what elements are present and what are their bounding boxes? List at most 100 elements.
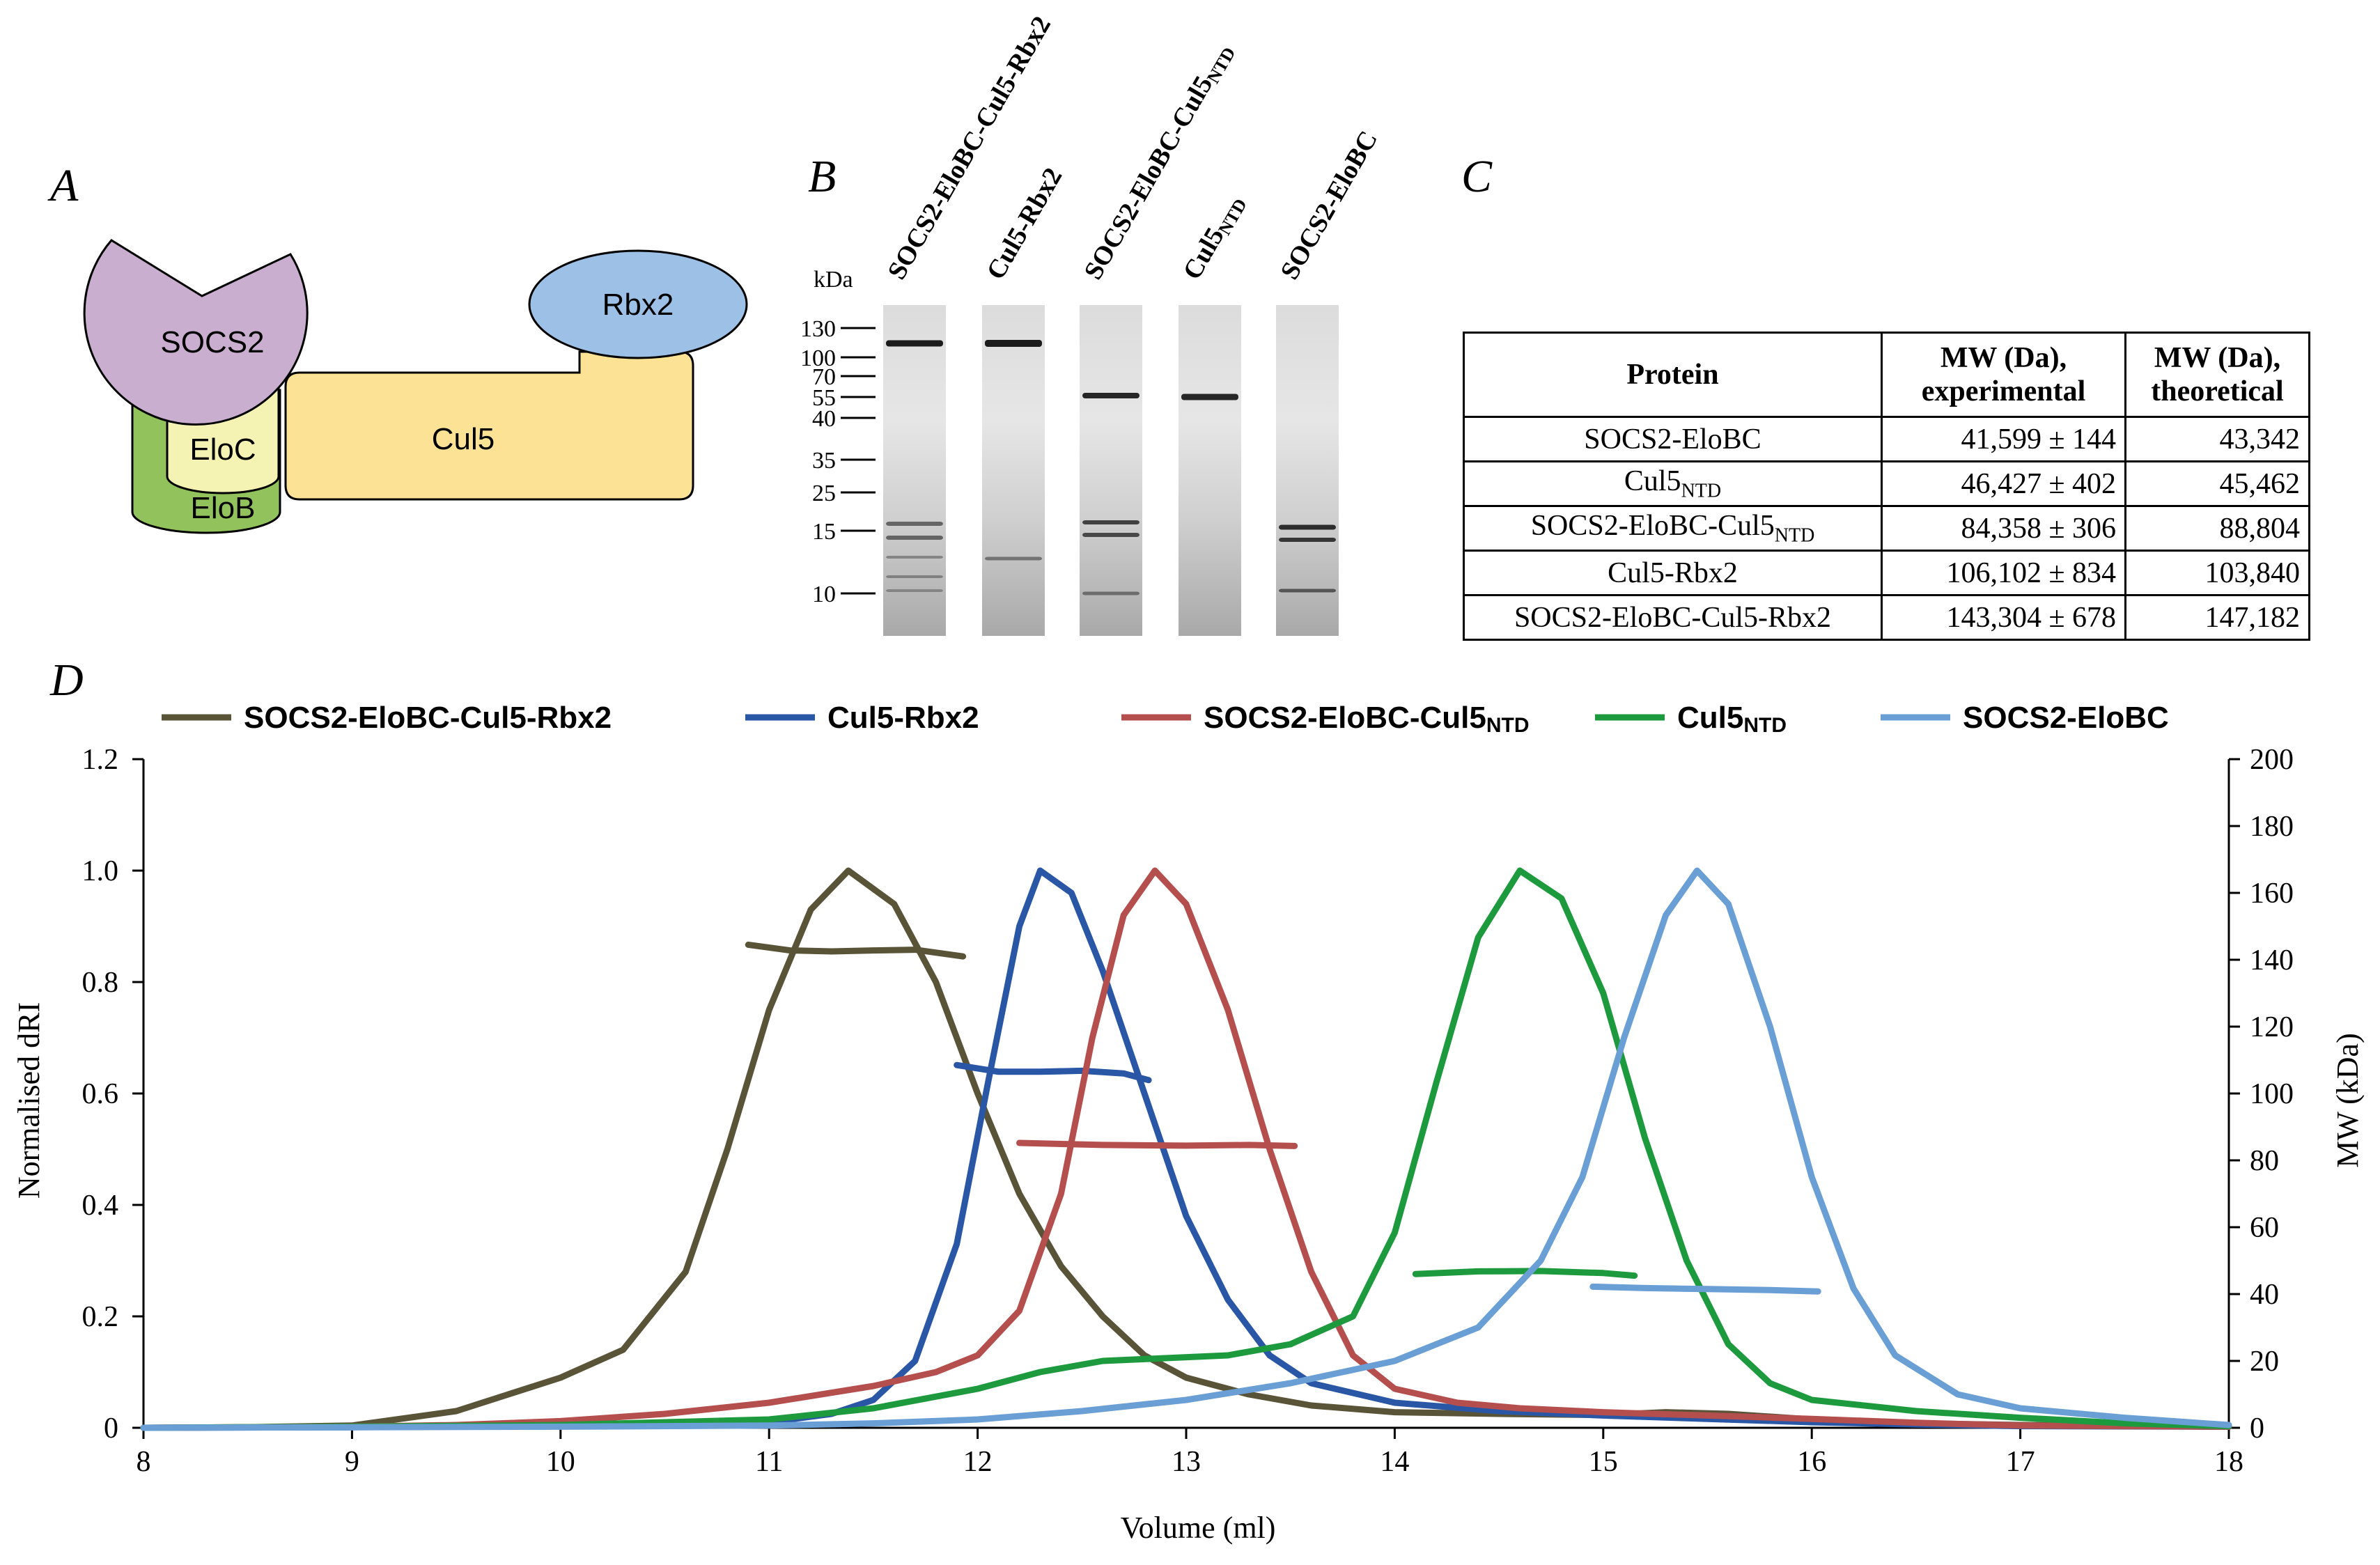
table-row: SOCS2-EloBC-Cul5NTD 84,358 ± 306 88,804 (1463, 505, 2310, 552)
chart-series-group (140, 867, 2232, 1431)
legend-item: Cul5-Rbx2 (745, 701, 979, 735)
gel-lane (883, 305, 946, 636)
x-tick-label: 16 (1797, 1446, 1826, 1478)
y2-tick-label: 0 (2250, 1412, 2264, 1445)
y2-tick-label: 60 (2250, 1212, 2279, 1244)
table-row: SOCS2-EloBC-Cul5-Rbx2 143,304 ± 678 147,18… (1463, 594, 2310, 641)
theoretical-mw-cell: 147,182 (2124, 594, 2310, 641)
legend-label: SOCS2-EloBC-Cul5NTD (1204, 701, 1529, 737)
gel-band (1279, 589, 1336, 593)
mw-trace (1589, 1283, 1821, 1295)
dri-trace (140, 867, 2232, 1431)
rbx2-shape (528, 249, 748, 359)
gel-lane (1179, 305, 1241, 636)
gel-band (1279, 524, 1336, 530)
marker-label: 10 (812, 582, 836, 607)
marker-label: 25 (812, 481, 836, 506)
gel-band (1082, 591, 1140, 595)
x-tick-label: 18 (2214, 1446, 2243, 1478)
complex-schematic: SOCS2 EloC EloB Cul5 Rbx2 (83, 239, 748, 534)
marker-label: 40 (812, 406, 836, 432)
experimental-mw-cell: 41,599 ± 144 (1881, 416, 2126, 462)
protein-cell: Cul5NTD (1463, 460, 1883, 507)
socs2-shape (83, 239, 309, 426)
table-row: Cul5NTD 46,427 ± 402 45,462 (1463, 460, 2310, 507)
legend-label: SOCS2-EloBC (1963, 701, 2169, 735)
marker-label: 70 (812, 364, 836, 390)
y2-tick-label: 180 (2250, 811, 2294, 843)
dri-trace (140, 867, 2232, 1431)
y-tick-label: 0.8 (82, 967, 119, 999)
panel-label-b: B (808, 151, 836, 202)
gel-band (886, 589, 943, 592)
y2-tick-label: 100 (2250, 1078, 2294, 1110)
y-axis-title: Normalised dRI (12, 1002, 46, 1199)
table-header-row: Protein MW (Da), experimental MW (Da), the… (1463, 332, 2310, 418)
chart-axes: 8 9 10 11 12 13 14 15 16 17 1800.20.40.60.81.01.20… (82, 744, 2294, 1478)
gel-band (886, 556, 943, 559)
theoretical-mw-cell: 43,342 (2124, 416, 2310, 462)
gel-lane-label: SOCS2-EloBC-Cul5-Rbx2 (882, 11, 1057, 284)
y-tick-label: 1.2 (82, 744, 119, 776)
experimental-mw-cell: 46,427 ± 402 (1881, 460, 2126, 507)
x-tick-label: 15 (1589, 1446, 1618, 1478)
y2-tick-label: 120 (2250, 1011, 2294, 1043)
dri-trace (140, 867, 2232, 1431)
protein-cell: SOCS2-EloBC-Cul5NTD (1463, 505, 1883, 552)
y2-tick-label: 200 (2250, 744, 2294, 776)
panel-label-c: C (1461, 151, 1493, 202)
gel-lane (982, 305, 1045, 636)
socs2-label: SOCS2 (160, 325, 264, 359)
cul5-shape (284, 350, 694, 501)
dri-trace (140, 867, 2232, 1431)
eloc-label: EloC (189, 433, 256, 467)
gel-band (886, 522, 943, 526)
gel-lane-label: Cul5-Rbx2 (981, 163, 1068, 285)
marker-label: 35 (812, 448, 836, 474)
experimental-mw-cell: 143,304 ± 678 (1881, 594, 2126, 641)
theoretical-mw-cell: 45,462 (2124, 460, 2310, 507)
table-row: Cul5-Rbx2 106,102 ± 834 103,840 (1463, 550, 2310, 596)
header-theoretical: MW (Da), theoretical (2124, 332, 2310, 418)
legend-item: SOCS2-EloBC-Cul5-Rbx2 (162, 701, 612, 735)
x-tick-label: 9 (345, 1446, 359, 1478)
gel-band (886, 536, 943, 540)
y2-tick-label: 80 (2250, 1145, 2279, 1177)
protein-cell: SOCS2-EloBC-Cul5-Rbx2 (1463, 594, 1883, 641)
marker-label: 15 (812, 519, 836, 545)
x-tick-label: 10 (546, 1446, 575, 1478)
gel-band (1082, 393, 1140, 398)
y2-tick-label: 140 (2250, 944, 2294, 976)
protein-cell: Cul5-Rbx2 (1463, 550, 1883, 596)
gel-lane (1080, 305, 1142, 636)
experimental-mw-cell: 106,102 ± 834 (1881, 550, 2126, 596)
gel-band (1181, 394, 1238, 400)
rbx2-label: Rbx2 (602, 288, 674, 322)
molecular-weight-table: Protein MW (Da), experimental MW (Da), the… (1463, 332, 2310, 641)
theoretical-mw-cell: 103,840 (2124, 550, 2310, 596)
chart-legend: SOCS2-EloBC-Cul5-Rbx2 Cul5-Rbx2 SOCS2-EloB… (162, 701, 2169, 737)
mw-trace (745, 941, 967, 960)
header-experimental: MW (Da), experimental (1881, 332, 2126, 418)
header-protein: Protein (1463, 332, 1883, 418)
table-row: SOCS2-EloBC 41,599 ± 144 43,342 (1463, 416, 2310, 462)
protein-cell: SOCS2-EloBC (1463, 416, 1883, 462)
gel-band (1082, 520, 1140, 524)
x-axis-title: Volume (ml) (1121, 1511, 1276, 1545)
gel-band (985, 556, 1042, 561)
gel-band (985, 340, 1042, 347)
gel-band (886, 575, 943, 578)
legend-item: SOCS2-EloBC (1881, 701, 2169, 735)
y2-tick-label: 20 (2250, 1346, 2279, 1378)
gel-band (1082, 533, 1140, 537)
gel-band (886, 340, 943, 347)
legend-item: SOCS2-EloBC-Cul5NTD (1121, 701, 1529, 737)
mw-trace (1016, 1139, 1298, 1149)
mw-trace (1412, 1268, 1638, 1279)
x-tick-label: 11 (755, 1446, 783, 1478)
y2-tick-label: 160 (2250, 878, 2294, 910)
theoretical-mw-cell: 88,804 (2124, 505, 2310, 552)
chart-series (140, 867, 2232, 1431)
legend-label: Cul5NTD (1677, 701, 1787, 737)
